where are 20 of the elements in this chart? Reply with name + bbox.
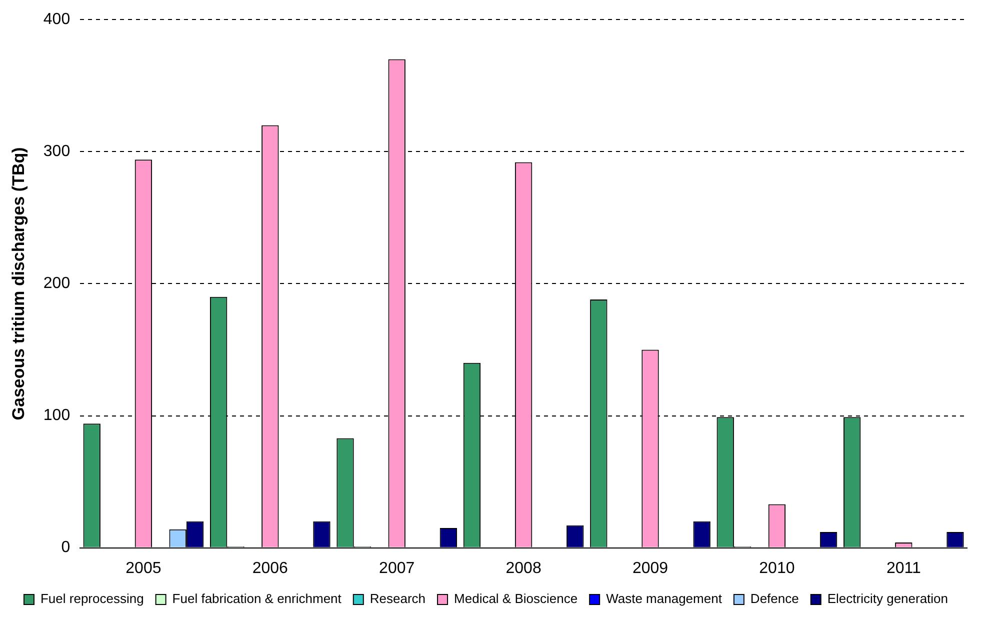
y-axis-title: Gaseous tritium discharges (TBq) — [8, 147, 28, 420]
x-tick-label: 2010 — [759, 560, 795, 577]
legend-label: Fuel fabrication & enrichment — [172, 591, 342, 606]
legend-label: Waste management — [606, 591, 722, 606]
x-tick-label: 2006 — [252, 560, 288, 577]
legend-label: Fuel reprocessing — [40, 591, 144, 606]
x-tick-label: 2009 — [632, 560, 668, 577]
x-tick-label: 2005 — [126, 560, 162, 577]
legend-label: Electricity generation — [827, 591, 948, 606]
y-tick-label: 100 — [43, 407, 70, 424]
y-tick-label: 200 — [43, 275, 70, 292]
x-tick-label: 2008 — [506, 560, 542, 577]
y-tick-label: 400 — [43, 11, 70, 28]
x-tick-label: 2011 — [886, 560, 921, 577]
legend-label: Defence — [750, 591, 799, 606]
legend-label: Research — [370, 591, 426, 606]
legend-label: Medical & Bioscience — [454, 591, 578, 606]
x-tick-label: 2007 — [379, 560, 415, 577]
y-tick-label: 0 — [61, 539, 70, 556]
y-tick-label: 300 — [43, 143, 70, 160]
